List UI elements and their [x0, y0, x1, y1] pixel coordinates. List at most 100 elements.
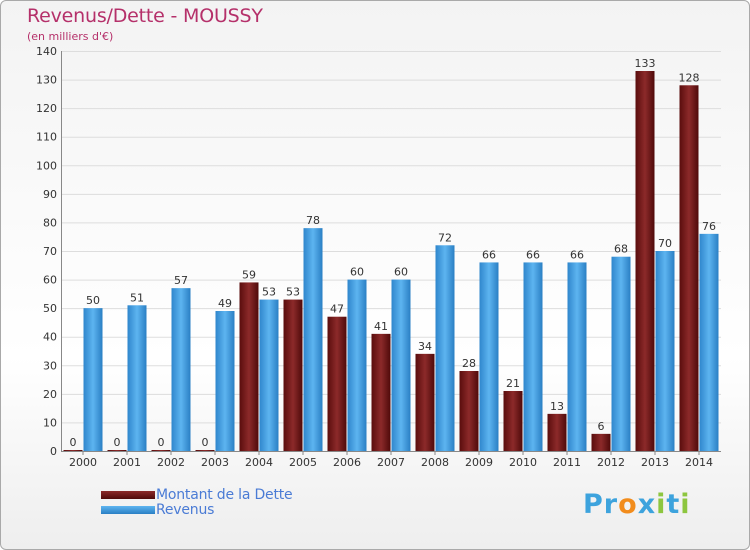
bar-revenue: [215, 311, 235, 451]
y-tick-label: 60: [43, 274, 57, 287]
bar-revenue: [479, 262, 499, 451]
data-label-debt: 13: [550, 400, 564, 413]
x-tick-label: 2009: [465, 456, 493, 469]
bar-revenue: [699, 233, 719, 451]
data-label-revenue: 66: [482, 248, 496, 261]
x-tick-label: 2006: [333, 456, 361, 469]
bar-revenue: [567, 262, 587, 451]
y-tick-label: 70: [43, 245, 57, 258]
data-label-revenue: 50: [86, 294, 100, 307]
bar-debt: [591, 433, 611, 451]
y-tick-label: 80: [43, 216, 57, 229]
data-label-debt: 47: [330, 303, 344, 316]
data-label-revenue: 76: [702, 220, 716, 233]
y-tick-label: 110: [36, 131, 57, 144]
x-tick-label: 2013: [641, 456, 669, 469]
y-tick-label: 30: [43, 359, 57, 372]
bar-debt: [371, 333, 391, 451]
bar-debt: [239, 282, 259, 451]
y-axis-unit-label: (en milliers d'€): [27, 30, 114, 43]
y-tick-label: 120: [36, 102, 57, 115]
bar-revenue: [391, 279, 411, 451]
logo-letter: P: [583, 489, 604, 520]
data-label-debt: 133: [635, 57, 656, 70]
logo-letter: i: [656, 489, 667, 520]
data-label-debt: 0: [70, 436, 77, 449]
bar-debt: [151, 450, 171, 451]
data-label-revenue: 68: [614, 243, 628, 256]
legend-label-debt: Montant de la Dette: [156, 487, 293, 503]
logo-letter: r: [603, 489, 619, 520]
bar-revenue: [655, 251, 675, 451]
bar-debt: [415, 353, 435, 451]
bar-revenue: [303, 228, 323, 451]
logo-letter: x: [637, 489, 657, 520]
bar-debt: [459, 371, 479, 451]
y-tick-label: 130: [36, 74, 57, 87]
bar-revenue: [611, 256, 631, 451]
y-tick-label: 90: [43, 188, 57, 201]
bar-layer: [63, 71, 719, 452]
y-tick-label: 0: [50, 445, 57, 458]
bar-revenue: [83, 308, 103, 451]
data-label-revenue: 70: [658, 237, 672, 250]
legend-swatch-revenue: [101, 506, 155, 514]
data-label-revenue: 57: [174, 274, 188, 287]
bar-debt: [679, 85, 699, 452]
legend-swatch-debt: [101, 491, 155, 499]
bar-debt: [547, 413, 567, 451]
x-tick-label: 2002: [157, 456, 185, 469]
data-label-revenue: 60: [350, 266, 364, 279]
y-tick-label: 140: [36, 45, 57, 58]
bar-debt: [503, 391, 523, 451]
bar-revenue: [171, 288, 191, 451]
data-label-debt: 53: [286, 286, 300, 299]
bar-debt: [327, 316, 347, 451]
y-tick-label: 100: [36, 159, 57, 172]
y-tick-label: 50: [43, 302, 57, 315]
x-tick-label: 2012: [597, 456, 625, 469]
data-label-debt: 59: [242, 268, 256, 281]
x-tick-label: 2007: [377, 456, 405, 469]
data-label-debt: 128: [679, 71, 700, 84]
data-label-debt: 34: [418, 340, 432, 353]
data-label-revenue: 49: [218, 297, 232, 310]
data-label-revenue: 53: [262, 286, 276, 299]
bar-revenue: [259, 299, 279, 451]
bar-revenue: [435, 245, 455, 451]
x-tick-label: 2010: [509, 456, 537, 469]
logo-letter: o: [618, 489, 638, 520]
data-label-debt: 6: [598, 420, 605, 433]
logo-letter: t: [666, 489, 681, 520]
data-label-revenue: 72: [438, 231, 452, 244]
x-tick-label: 2014: [685, 456, 713, 469]
x-tick-label: 2000: [69, 456, 97, 469]
data-label-revenue: 60: [394, 266, 408, 279]
proxiti-logo: Proxiti: [583, 489, 691, 520]
x-tick-label: 2003: [201, 456, 229, 469]
bar-debt: [195, 450, 215, 451]
bar-debt: [107, 450, 127, 451]
logo-letter: i: [680, 489, 691, 520]
x-tick-label: 2008: [421, 456, 449, 469]
data-label-revenue: 78: [306, 214, 320, 227]
bar-debt: [63, 450, 83, 451]
y-tick-label: 20: [43, 388, 57, 401]
bar-revenue: [347, 279, 367, 451]
bar-revenue: [127, 305, 147, 451]
bar-debt: [283, 299, 303, 451]
data-label-debt: 0: [202, 436, 209, 449]
data-label-revenue: 51: [130, 291, 144, 304]
y-tick-label: 40: [43, 331, 57, 344]
data-label-debt: 41: [374, 320, 388, 333]
data-label-revenue: 66: [526, 248, 540, 261]
x-tick-label: 2004: [245, 456, 273, 469]
data-label-debt: 28: [462, 357, 476, 370]
data-label-debt: 0: [114, 436, 121, 449]
bar-debt: [635, 71, 655, 451]
y-tick-label: 10: [43, 416, 57, 429]
